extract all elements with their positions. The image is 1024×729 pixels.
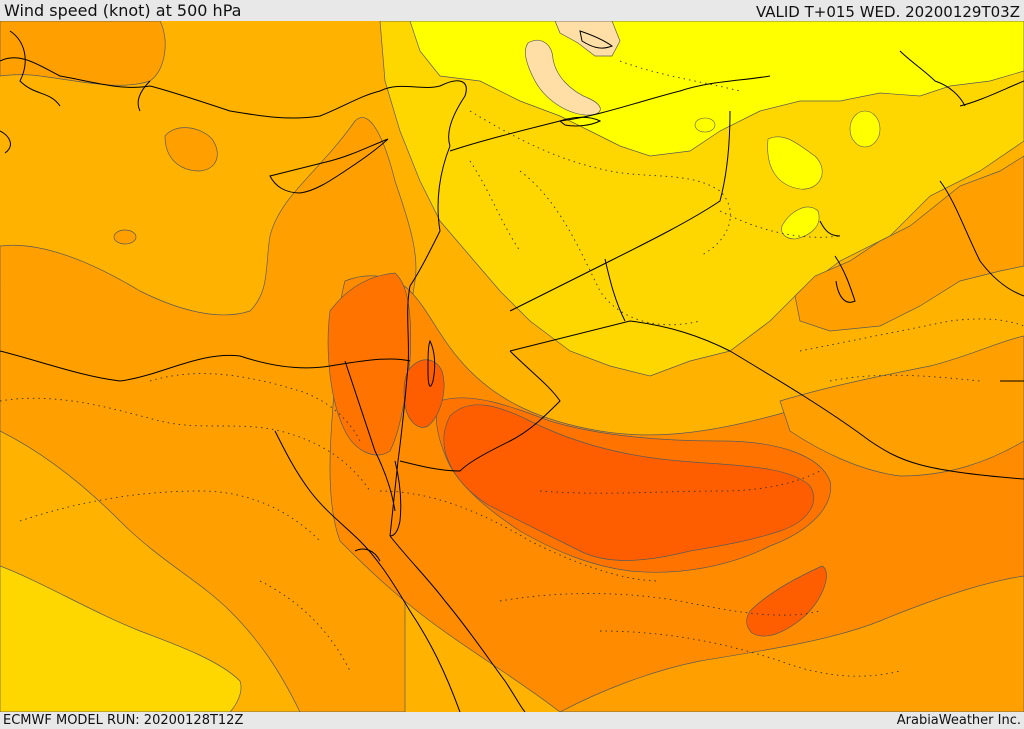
band-red-core-southeast — [746, 565, 827, 637]
footer-bar: ECMWF MODEL RUN: 20200128T12Z ArabiaWeat… — [0, 712, 1024, 729]
band-orange-patch-cyprus — [164, 127, 218, 172]
band-yellow-blob-2 — [767, 136, 823, 190]
wind-speed-map — [0, 21, 1024, 712]
band-yellow-blob-1 — [849, 110, 881, 148]
valid-time-label: VALID T+015 WED. 20200129T03Z — [755, 3, 1020, 21]
band-gold-north — [379, 21, 1024, 377]
band-yellow-blob-3 — [781, 206, 820, 240]
band-orange-patch-small — [113, 229, 137, 245]
coastlines-borders — [0, 30, 1024, 712]
band-red-orange-west — [327, 272, 411, 456]
band-light-patch-b — [554, 21, 621, 57]
band-light-patch-a — [525, 39, 601, 116]
band-yellow-blob-4 — [694, 117, 716, 133]
band-orange-northeast — [794, 155, 1024, 332]
band-gold-southwest — [0, 565, 242, 712]
band-yellow-north — [409, 21, 1024, 157]
model-run-label: ECMWF MODEL RUN: 20200128T12Z — [3, 713, 244, 728]
map-title: Wind speed (knot) at 500 hPa — [4, 1, 242, 20]
dotted-contours — [0, 60, 1024, 677]
header-bar: Wind speed (knot) at 500 hPa VALID T+015… — [0, 0, 1024, 21]
credit-label: ArabiaWeather Inc. — [896, 713, 1021, 728]
band-red-core-main — [443, 404, 815, 561]
band-orange-southeast — [559, 575, 1024, 712]
